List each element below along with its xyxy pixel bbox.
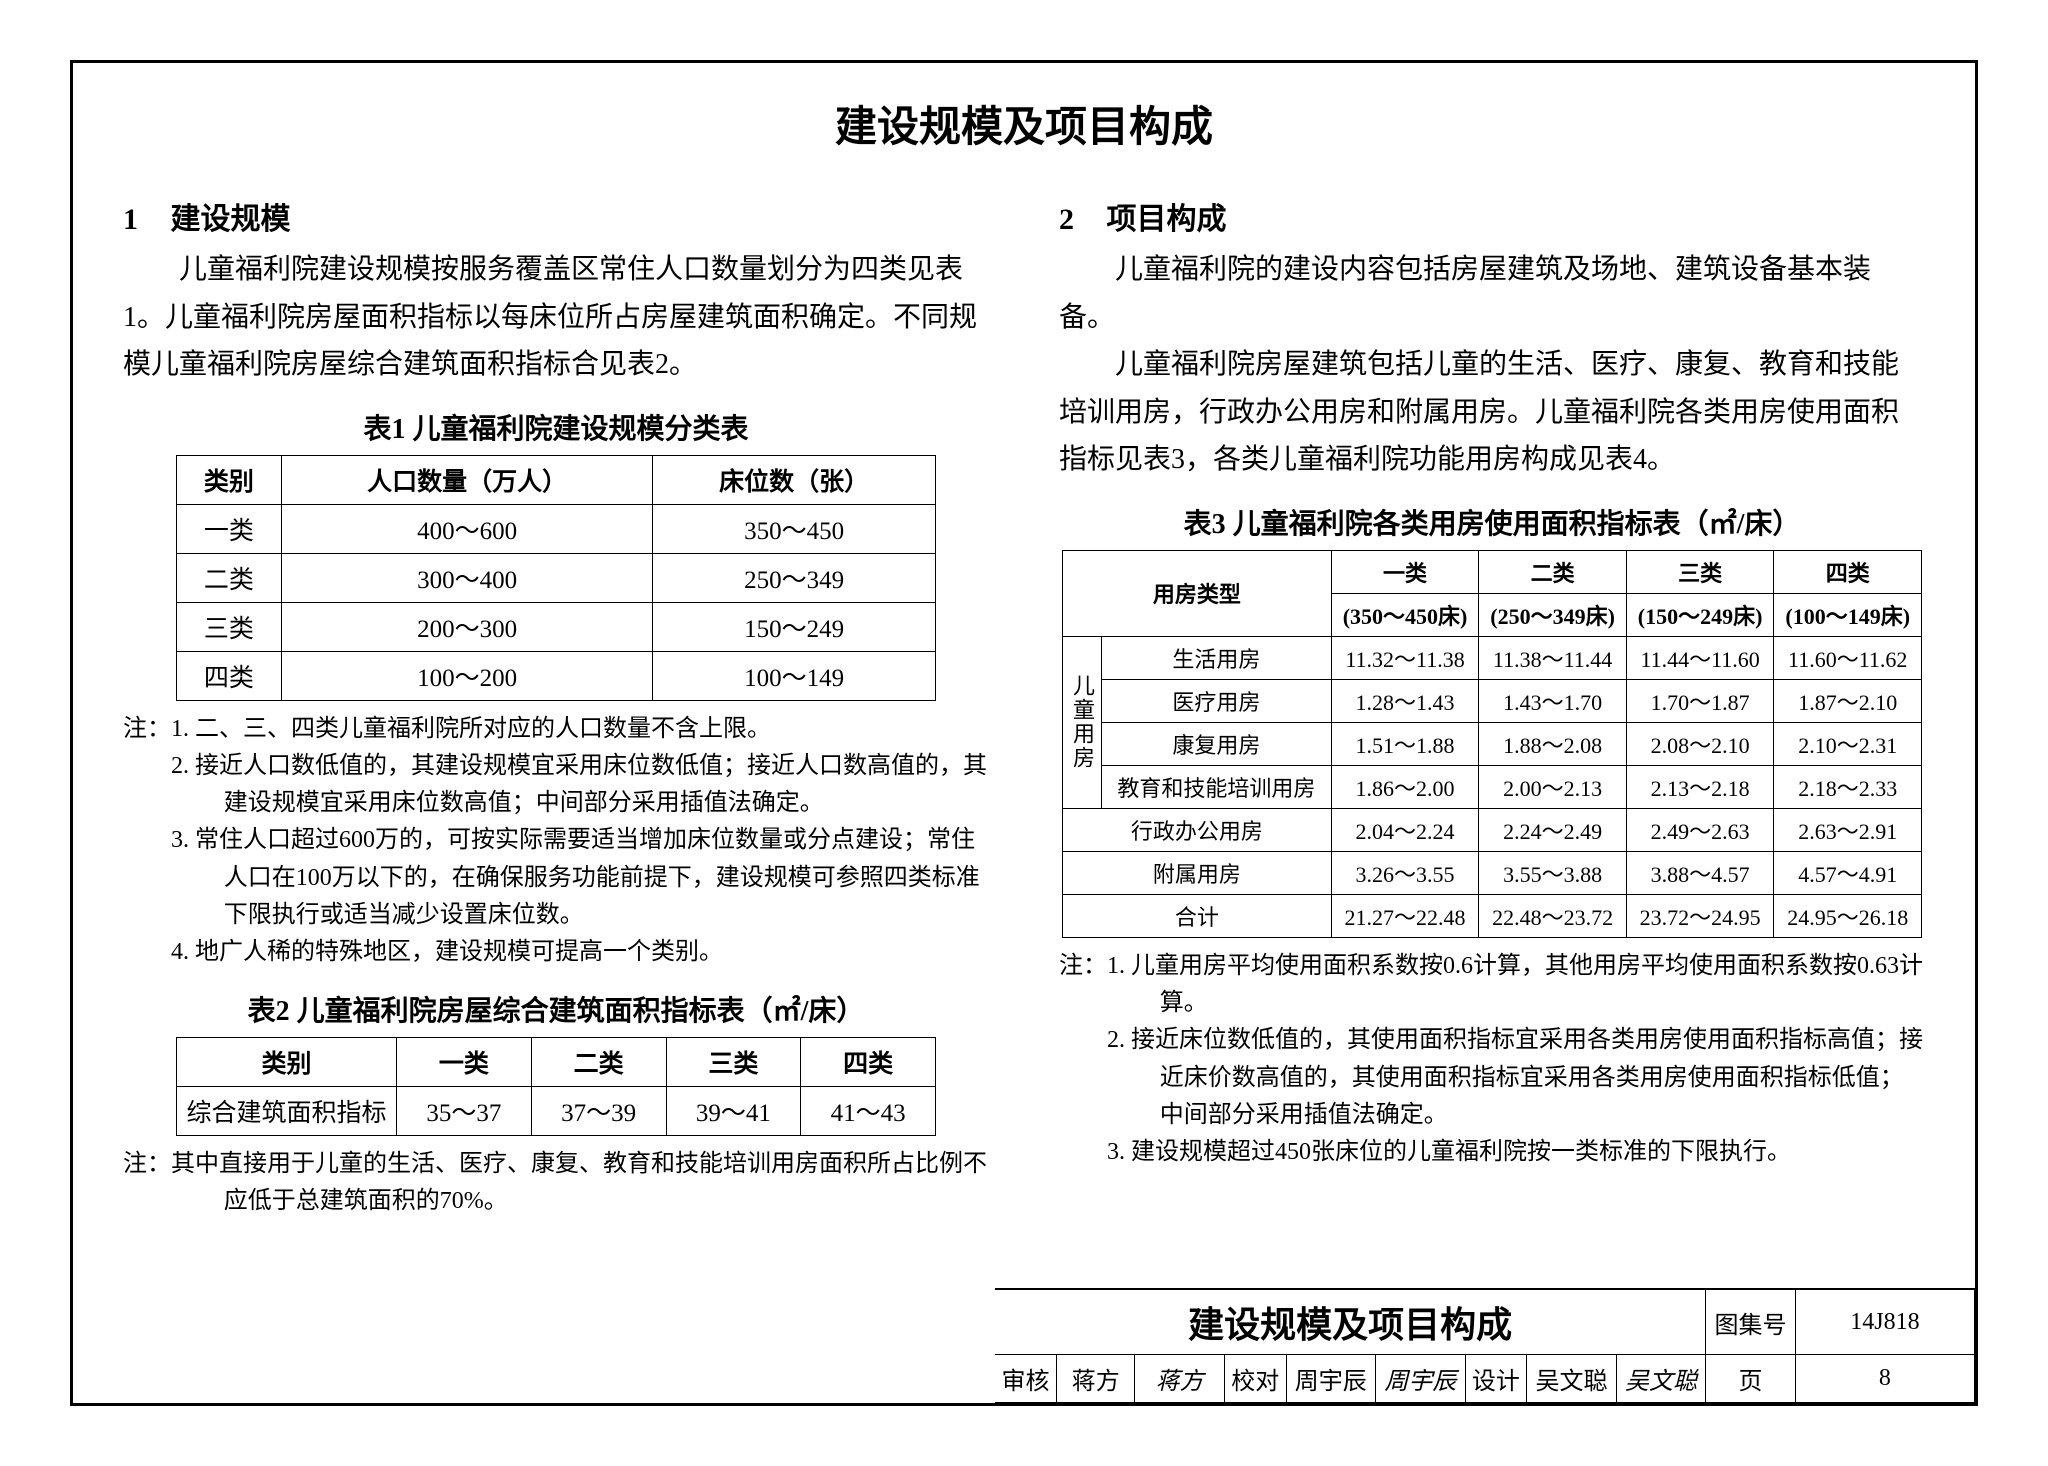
table-row: 综合建筑面积指标 35～37 37～39 39～41 41～43 bbox=[177, 1087, 936, 1136]
tb-row2: 审核 蒋方 蒋方 校对 周宇辰 周宇辰 设计 吴文聪 吴文聪 页 8 bbox=[995, 1355, 1975, 1403]
table3: 用房类型 一类 二类 三类 四类 (350～450床) (250～349床) (… bbox=[1062, 550, 1922, 938]
tb-sheji-label: 设计 bbox=[1465, 1355, 1527, 1403]
t3-group-label: 儿童用房 bbox=[1066, 674, 1098, 770]
tb-tuji-val: 14J818 bbox=[1795, 1290, 1974, 1355]
note2: 注：其中直接用于儿童的生活、医疗、康复、教育和技能培训用房面积所占比例不应低于总… bbox=[123, 1146, 989, 1220]
title-block: 建设规模及项目构成 图集号 14J818 审核 蒋方 蒋方 校对 周宇辰 周宇辰… bbox=[995, 1288, 1975, 1403]
table-row: 康复用房 1.51～1.881.88～2.082.08～2.102.10～2.3… bbox=[1063, 722, 1922, 765]
right-column: 2 项目构成 儿童福利院的建设内容包括房屋建筑及场地、建筑设备基本装备。 儿童福… bbox=[1059, 184, 1925, 1304]
table-row: 合计 21.27～22.4822.48～23.7223.72～24.9524.9… bbox=[1063, 894, 1922, 937]
table-row: 一类400～600350～450 bbox=[177, 504, 936, 553]
tb-shenhe-label: 审核 bbox=[995, 1355, 1057, 1403]
tb-jiaodui-sig: 周宇辰 bbox=[1376, 1355, 1466, 1403]
tb-shenhe-sig: 蒋方 bbox=[1135, 1355, 1225, 1403]
two-column-layout: 1 建设规模 儿童福利院建设规模按服务覆盖区常住人口数量划分为四类见表1。儿童福… bbox=[123, 184, 1925, 1304]
tb-page-label: 页 bbox=[1706, 1355, 1796, 1403]
table1-header-row: 类别 人口数量（万人） 床位数（张） bbox=[177, 455, 936, 504]
table-row: 二类300～400250～349 bbox=[177, 553, 936, 602]
section2-para2: 儿童福利院房屋建筑包括儿童的生活、医疗、康复、教育和技能培训用房，行政办公用房和… bbox=[1059, 341, 1925, 484]
table-row: 三类200～300150～249 bbox=[177, 602, 936, 651]
note2-label: 注： bbox=[123, 1151, 171, 1177]
section1-num: 1 bbox=[123, 203, 163, 237]
table-row: 儿童用房 生活用房 11.32～11.3811.38～11.4411.44～11… bbox=[1063, 636, 1922, 679]
table-row: 四类100～200100～149 bbox=[177, 651, 936, 700]
table2-caption: 表2 儿童福利院房屋综合建筑面积指标表（㎡/床） bbox=[123, 989, 989, 1029]
section1-title: 建设规模 bbox=[171, 203, 291, 236]
tb-jiaodui-name: 周宇辰 bbox=[1286, 1355, 1376, 1403]
section1-para: 儿童福利院建设规模按服务覆盖区常住人口数量划分为四类见表1。儿童福利院房屋面积指… bbox=[123, 246, 989, 389]
note3-label: 注： bbox=[1059, 953, 1107, 979]
tb-page-val: 8 bbox=[1795, 1355, 1974, 1403]
tb-sheji-name: 吴文聪 bbox=[1527, 1355, 1617, 1403]
tb-shenhe-name: 蒋方 bbox=[1057, 1355, 1135, 1403]
table1: 类别 人口数量（万人） 床位数（张） 一类400～600350～450 二类30… bbox=[176, 455, 936, 701]
page-title: 建设规模及项目构成 bbox=[123, 93, 1925, 154]
section2-para1: 儿童福利院的建设内容包括房屋建筑及场地、建筑设备基本装备。 bbox=[1059, 246, 1925, 341]
note1-label: 注： bbox=[123, 716, 171, 742]
table-row: 医疗用房 1.28～1.431.43～1.701.70～1.871.87～2.1… bbox=[1063, 679, 1922, 722]
section2-title: 项目构成 bbox=[1107, 203, 1227, 236]
t3-header-row1: 用房类型 一类 二类 三类 四类 bbox=[1063, 550, 1922, 593]
note1: 注：1. 二、三、四类儿童福利院所对应的人口数量不含上限。 2. 接近人口数低值… bbox=[123, 711, 989, 971]
note3: 注：1. 儿童用房平均使用面积系数按0.6计算，其他用房平均使用面积系数按0.6… bbox=[1059, 948, 1925, 1171]
tb-doc-title: 建设规模及项目构成 bbox=[995, 1290, 1706, 1355]
table2: 类别 一类 二类 三类 四类 综合建筑面积指标 35～37 37～39 39～4… bbox=[176, 1037, 936, 1136]
table-row: 附属用房 3.26～3.553.55～3.883.88～4.574.57～4.9… bbox=[1063, 851, 1922, 894]
section2-num: 2 bbox=[1059, 203, 1099, 237]
t1-h1: 人口数量（万人） bbox=[281, 455, 652, 504]
left-column: 1 建设规模 儿童福利院建设规模按服务覆盖区常住人口数量划分为四类见表1。儿童福… bbox=[123, 184, 989, 1304]
section1-heading: 1 建设规模 bbox=[123, 194, 989, 238]
t1-h2: 床位数（张） bbox=[653, 455, 936, 504]
t1-h0: 类别 bbox=[177, 455, 282, 504]
section2-heading: 2 项目构成 bbox=[1059, 194, 1925, 238]
table1-caption: 表1 儿童福利院建设规模分类表 bbox=[123, 407, 989, 447]
tb-row1: 建设规模及项目构成 图集号 14J818 bbox=[995, 1290, 1975, 1355]
table-row: 行政办公用房 2.04～2.242.24～2.492.49～2.632.63～2… bbox=[1063, 808, 1922, 851]
tb-sheji-sig: 吴文聪 bbox=[1616, 1355, 1706, 1403]
table2-header-row: 类别 一类 二类 三类 四类 bbox=[177, 1038, 936, 1087]
table-row: 教育和技能培训用房 1.86～2.002.00～2.132.13～2.182.1… bbox=[1063, 765, 1922, 808]
table3-caption: 表3 儿童福利院各类用房使用面积指标表（㎡/床） bbox=[1059, 502, 1925, 542]
title-block-table: 建设规模及项目构成 图集号 14J818 审核 蒋方 蒋方 校对 周宇辰 周宇辰… bbox=[995, 1289, 1975, 1403]
tb-tuji-label: 图集号 bbox=[1706, 1290, 1796, 1355]
page-frame: 建设规模及项目构成 1 建设规模 儿童福利院建设规模按服务覆盖区常住人口数量划分… bbox=[70, 60, 1978, 1406]
tb-jiaodui-label: 校对 bbox=[1224, 1355, 1286, 1403]
